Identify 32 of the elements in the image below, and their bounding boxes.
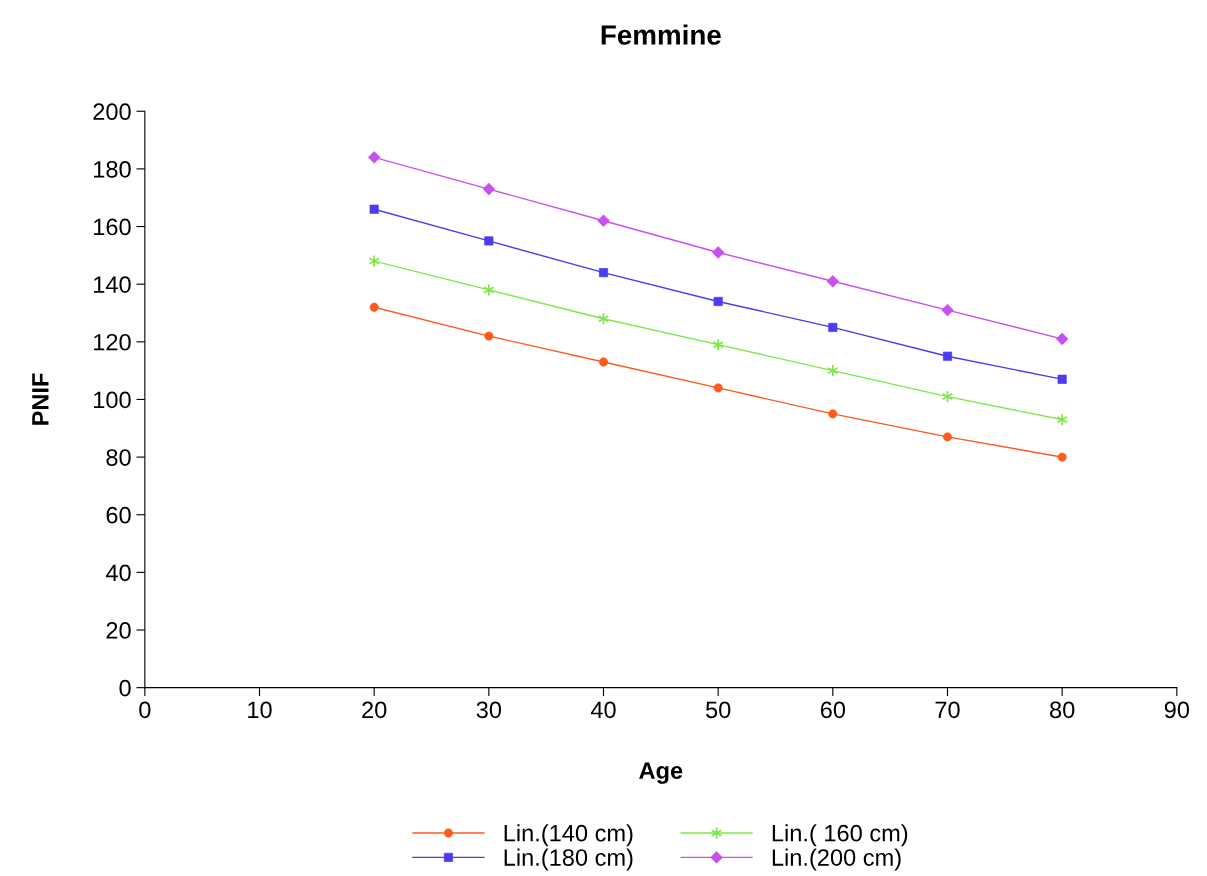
y-tick-label: 40 [105,564,131,582]
y-tick-label: 60 [106,506,131,524]
y-tick-label: 140 [94,276,131,293]
x-axis-title: Age [639,762,683,784]
y-tick-label: 120 [94,333,131,351]
legend-label: Lin.(200 cm) [772,848,901,871]
y-tick-label: 100 [94,391,131,409]
chart-title: Femmine [601,24,721,45]
y-tick-label: 200 [93,103,131,121]
point [712,338,724,352]
x-tick-label: 20 [362,701,387,719]
y-axis-title: PNIF [32,373,49,425]
x-tick-label: 80 [1050,701,1075,719]
y-tick-label: 0 [119,679,131,697]
y-tick-label: 160 [94,218,131,236]
x-tick-label: 40 [590,701,616,719]
x-tick-label: 90 [1164,701,1190,719]
point [1056,413,1068,427]
legend-label: Lin.(140 cm) [504,824,633,847]
y-tick-label: 180 [94,160,131,178]
x-tick-label: 70 [935,701,960,719]
y-tick-label: 80 [106,449,131,466]
x-tick-label: 30 [476,701,502,719]
point [483,283,495,297]
legend-label: Lin.(180 cm) [504,848,633,871]
x-tick-label: 0 [139,701,151,719]
legend-label: Lin.( 160 cm) [772,824,908,847]
point [368,254,380,268]
x-tick-label: 50 [705,701,731,719]
y-tick-label: 20 [106,622,131,639]
x-tick-label: 60 [820,701,846,719]
x-tick-label: 10 [248,701,272,719]
